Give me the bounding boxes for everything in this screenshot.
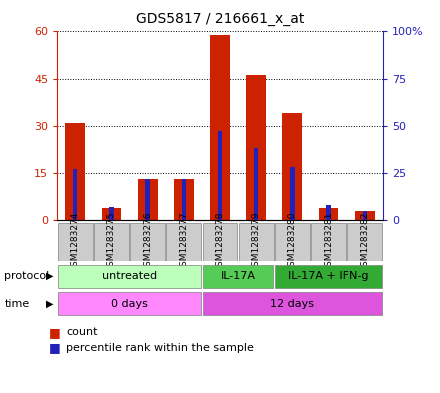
Bar	[210, 35, 230, 220]
Bar	[66, 123, 85, 220]
Bar	[282, 113, 302, 220]
Bar	[146, 178, 150, 220]
Text: IL-17A: IL-17A	[220, 271, 256, 281]
Bar	[182, 178, 186, 220]
Text: GSM1283276: GSM1283276	[143, 211, 152, 272]
Bar	[73, 169, 77, 220]
Bar	[246, 75, 266, 220]
Text: ■: ■	[48, 325, 60, 339]
Text: GSM1283281: GSM1283281	[324, 211, 333, 272]
FancyBboxPatch shape	[58, 292, 201, 315]
Text: GSM1283279: GSM1283279	[252, 211, 260, 272]
Bar	[319, 208, 338, 220]
Bar	[109, 207, 114, 220]
FancyBboxPatch shape	[275, 264, 382, 288]
FancyBboxPatch shape	[203, 264, 273, 288]
Text: ■: ■	[48, 341, 60, 354]
Text: GDS5817 / 216661_x_at: GDS5817 / 216661_x_at	[136, 12, 304, 26]
Bar	[326, 205, 331, 220]
Text: ▶: ▶	[46, 299, 54, 309]
Text: count: count	[66, 327, 98, 337]
FancyBboxPatch shape	[347, 223, 382, 261]
Bar	[138, 179, 158, 220]
Text: GSM1283282: GSM1283282	[360, 211, 369, 272]
Text: ▶: ▶	[46, 271, 54, 281]
Text: percentile rank within the sample: percentile rank within the sample	[66, 343, 254, 353]
Bar	[218, 131, 222, 220]
Text: GSM1283280: GSM1283280	[288, 211, 297, 272]
Text: GSM1283278: GSM1283278	[216, 211, 224, 272]
Text: untreated: untreated	[102, 271, 157, 281]
FancyBboxPatch shape	[203, 223, 237, 261]
FancyBboxPatch shape	[94, 223, 129, 261]
FancyBboxPatch shape	[58, 264, 201, 288]
Text: protocol: protocol	[4, 271, 50, 281]
Bar	[363, 211, 367, 220]
Bar	[355, 211, 375, 220]
FancyBboxPatch shape	[275, 223, 310, 261]
FancyBboxPatch shape	[130, 223, 165, 261]
FancyBboxPatch shape	[58, 223, 93, 261]
Bar	[290, 167, 294, 220]
FancyBboxPatch shape	[203, 292, 382, 315]
Text: IL-17A + IFN-g: IL-17A + IFN-g	[288, 271, 369, 281]
Bar	[102, 208, 121, 220]
Text: GSM1283275: GSM1283275	[107, 211, 116, 272]
Bar	[174, 179, 194, 220]
Text: 12 days: 12 days	[270, 299, 314, 309]
Text: GSM1283274: GSM1283274	[71, 211, 80, 272]
FancyBboxPatch shape	[239, 223, 274, 261]
FancyBboxPatch shape	[311, 223, 346, 261]
Text: time: time	[4, 299, 29, 309]
Text: 0 days: 0 days	[111, 299, 148, 309]
Text: GSM1283277: GSM1283277	[180, 211, 188, 272]
FancyBboxPatch shape	[166, 223, 201, 261]
Bar	[254, 149, 258, 220]
